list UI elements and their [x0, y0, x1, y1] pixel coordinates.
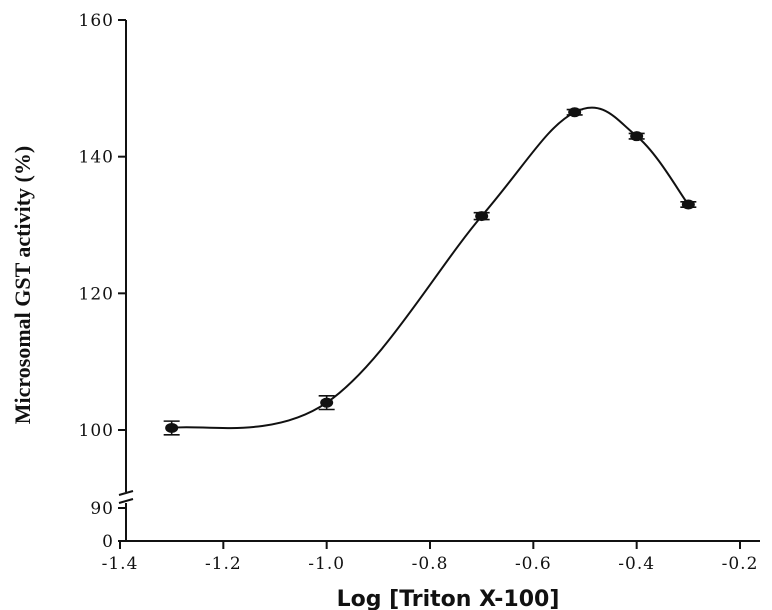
x-tick-label: -1.2: [205, 554, 242, 574]
y-tick-label: 140: [79, 148, 114, 168]
ticks: 0 90 100 120 140 160 -1.4 -1.2 -1.0 -0.8 -0.6 -0.4 -…: [79, 11, 759, 574]
y-axis-title: Microsomal GST activity (%): [10, 146, 35, 424]
y-tick-label: 90: [90, 499, 114, 519]
x-tick-label: -1.0: [308, 554, 345, 574]
y-axis-break-mark: [118, 498, 134, 504]
y-tick-label: 0: [102, 532, 114, 552]
data-point: [568, 107, 582, 118]
fit-curve-layer: [171, 106, 690, 430]
y-tick-label: 120: [79, 284, 114, 304]
x-tick-label: -0.6: [515, 554, 552, 574]
data-point: [165, 422, 179, 433]
x-tick-label: -0.2: [722, 554, 759, 574]
axes: [118, 20, 760, 542]
y-tick-label: 160: [79, 11, 114, 31]
data-point: [681, 199, 695, 210]
data-point: [630, 131, 644, 142]
x-axis-title: Log [Triton X-100]: [337, 587, 560, 610]
x-tick-label: -0.8: [412, 554, 449, 574]
data-point: [475, 211, 489, 222]
x-tick-label: -1.4: [102, 554, 139, 574]
y-axis-break-mark: [118, 490, 134, 496]
fit-curve: [171, 106, 690, 430]
y-tick-label: 100: [79, 421, 114, 441]
data-points: [163, 107, 697, 436]
x-tick-label: -0.4: [618, 554, 655, 574]
data-point: [320, 397, 334, 408]
